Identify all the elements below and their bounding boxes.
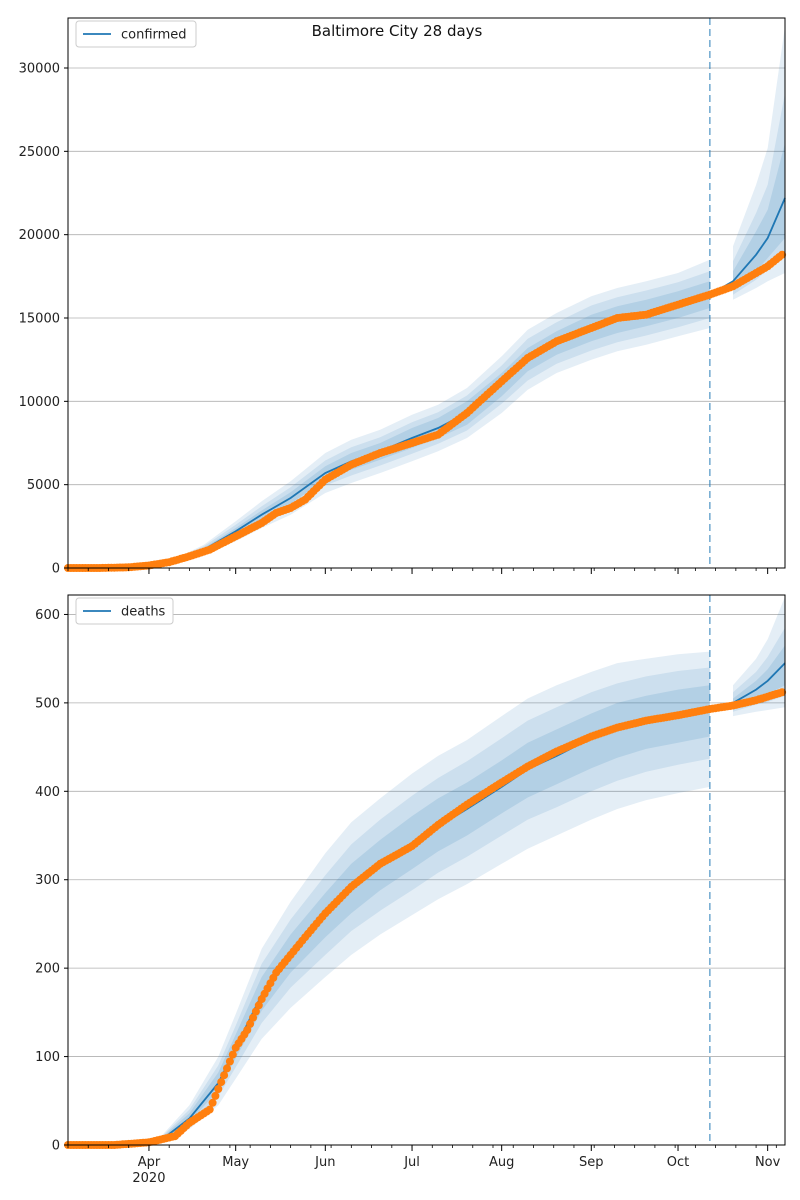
observed-point — [217, 1078, 226, 1087]
observed-point — [220, 1071, 229, 1080]
x-tick-label: Apr — [138, 1155, 161, 1170]
y-tick-label: 500 — [35, 696, 60, 711]
y-tick-label: 200 — [35, 962, 60, 977]
observed-point — [211, 1091, 220, 1100]
y-tick-label: 0 — [52, 1139, 60, 1154]
y-tick-label: 15000 — [19, 312, 60, 327]
confirmed-panel: 0 5000 10000 15000 20000 25000 30000 confirmed… — [19, 17, 787, 577]
deaths-observed-points — [64, 688, 787, 1149]
deaths-legend: deaths — [75, 597, 174, 625]
confirmed-x-ticks — [67, 568, 777, 574]
uncertainty-band-fit — [68, 667, 710, 1145]
x-tick-label: Jul — [403, 1155, 420, 1170]
confirmed-y-ticks: 0 5000 10000 15000 20000 25000 30000 — [19, 62, 68, 577]
x-year-label: 2020 — [132, 1171, 165, 1186]
legend-label-deaths: deaths — [121, 605, 166, 620]
y-tick-label: 600 — [35, 608, 60, 623]
deaths-gridlines — [68, 614, 785, 1057]
confirmed-legend: confirmed — [75, 20, 197, 48]
observed-point — [223, 1064, 231, 1073]
y-tick-label: 300 — [35, 873, 60, 888]
observed-point — [225, 1057, 234, 1066]
x-tick-label: Aug — [489, 1155, 514, 1170]
confirmed-observed-points — [64, 250, 787, 572]
observed-point — [243, 1026, 252, 1034]
confirmed-gridlines — [68, 67, 785, 486]
deaths-y-ticks: 0 100 200 300 400 500 600 — [35, 608, 68, 1154]
y-tick-label: 10000 — [19, 395, 60, 410]
y-tick-label: 5000 — [27, 478, 60, 493]
y-tick-label: 0 — [52, 562, 60, 577]
deaths-uncertainty-bands — [68, 596, 785, 1145]
y-tick-label: 100 — [35, 1050, 60, 1065]
x-tick-label: Jun — [314, 1155, 335, 1170]
uncertainty-band-forecast — [733, 645, 785, 708]
uncertainty-band-forecast — [733, 93, 785, 295]
uncertainty-band-fit — [68, 281, 710, 568]
uncertainty-band-fit — [68, 651, 710, 1145]
deaths-axes-frame — [67, 594, 786, 1146]
y-tick-label: 30000 — [19, 62, 60, 77]
uncertainty-band-forecast — [733, 143, 785, 290]
observed-point — [228, 1050, 237, 1059]
x-tick-label: Sep — [579, 1155, 604, 1170]
uncertainty-band-forecast — [733, 627, 785, 712]
uncertainty-band-fit — [68, 685, 710, 1145]
x-tick-label: Oct — [667, 1155, 689, 1170]
observed-point — [214, 1085, 223, 1093]
y-tick-label: 25000 — [19, 145, 60, 160]
chart-title: Baltimore City 28 days — [312, 22, 483, 40]
uncertainty-band-forecast — [733, 596, 785, 717]
observed-point — [246, 1019, 255, 1028]
uncertainty-band-fit — [68, 259, 710, 568]
observed-point — [778, 250, 787, 259]
observed-point — [208, 1098, 217, 1107]
observed-point — [205, 1105, 214, 1114]
x-tick-label: May — [222, 1155, 249, 1170]
y-tick-label: 400 — [35, 785, 60, 800]
observed-point — [778, 688, 787, 697]
observed-point — [251, 1007, 260, 1016]
axes-frame — [67, 594, 786, 1146]
axes-frame — [67, 17, 786, 569]
y-tick-label: 20000 — [19, 228, 60, 243]
observed-point — [254, 1001, 263, 1010]
uncertainty-band-forecast — [733, 26, 785, 300]
x-tick-label: Nov — [755, 1155, 781, 1170]
observed-point — [249, 1013, 257, 1022]
legend-label-confirmed: confirmed — [121, 28, 187, 43]
confirmed-axes-frame — [67, 17, 786, 569]
legend-box — [75, 20, 197, 48]
legend-box — [75, 597, 174, 625]
